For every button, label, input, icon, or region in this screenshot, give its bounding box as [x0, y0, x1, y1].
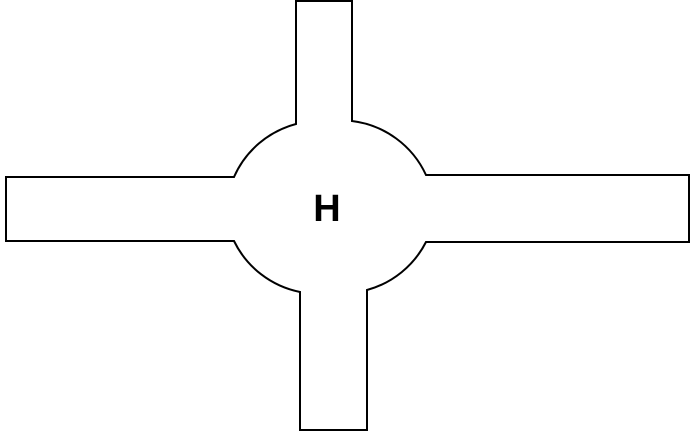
hub-label: H — [313, 188, 340, 230]
intersection-outline — [5, 0, 690, 431]
